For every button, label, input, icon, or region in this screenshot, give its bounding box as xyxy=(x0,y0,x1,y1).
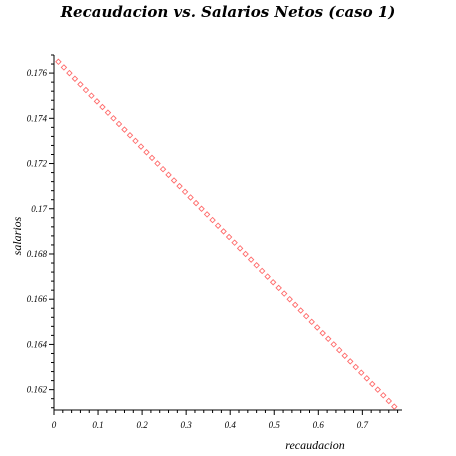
data-point xyxy=(369,380,376,388)
data-point xyxy=(264,273,271,280)
data-point xyxy=(93,98,101,105)
data-point xyxy=(82,86,90,94)
data-point xyxy=(385,397,393,405)
data-point xyxy=(115,120,123,128)
data-point xyxy=(280,290,288,297)
data-point xyxy=(313,324,321,331)
data-point xyxy=(214,222,222,229)
x-tick-label: 0.5 xyxy=(269,420,281,430)
data-point xyxy=(176,182,183,190)
y-axis-ticks: 0.162 0.164 0.166 0.168 0.17 0.172 0.174 0.176 xyxy=(27,54,54,409)
data-point xyxy=(391,403,398,410)
data-point xyxy=(187,194,194,201)
data-point xyxy=(104,109,112,116)
x-tick-label: 0.7 xyxy=(357,420,369,430)
x-tick-label: 0.2 xyxy=(136,420,148,430)
y-tick-label: 0.162 xyxy=(27,385,48,395)
data-point xyxy=(253,262,260,269)
data-point xyxy=(99,103,106,111)
y-tick-label: 0.176 xyxy=(27,68,48,78)
chart-title: Recaudacion vs. Salarios Netos (caso 1) xyxy=(60,3,396,21)
data-point xyxy=(170,177,178,184)
x-axis-label: recaudacion xyxy=(285,438,345,452)
data-point xyxy=(335,346,343,354)
y-tick-label: 0.172 xyxy=(27,159,48,169)
data-point xyxy=(231,239,238,246)
data-point xyxy=(154,160,161,167)
x-tick-label: 0.4 xyxy=(225,420,237,430)
data-point xyxy=(110,115,117,122)
x-tick-label: 0 xyxy=(52,420,57,430)
data-point xyxy=(126,132,134,139)
data-point xyxy=(71,75,79,82)
data-point xyxy=(55,58,62,66)
data-point xyxy=(192,199,200,207)
data-point xyxy=(220,228,227,235)
data-point xyxy=(374,386,382,393)
y-tick-label: 0.174 xyxy=(27,113,48,123)
data-point xyxy=(148,154,156,162)
data-point xyxy=(275,284,282,292)
x-tick-label: 0.1 xyxy=(92,420,103,430)
data-point xyxy=(132,137,139,145)
data-point xyxy=(121,126,128,133)
data-point xyxy=(286,295,293,303)
data-point xyxy=(297,307,304,314)
data-point xyxy=(159,165,167,173)
data-point xyxy=(165,171,172,179)
y-tick-label: 0.166 xyxy=(27,294,48,304)
data-point xyxy=(236,245,244,252)
data-point xyxy=(358,369,365,376)
data-point xyxy=(380,392,387,399)
data-point xyxy=(269,279,277,286)
data-point xyxy=(198,205,205,212)
data-point xyxy=(60,64,68,71)
data-point xyxy=(209,216,216,224)
y-tick-label: 0.168 xyxy=(27,249,48,259)
y-tick-label: 0.17 xyxy=(31,204,47,214)
x-tick-label: 0.6 xyxy=(313,420,325,430)
data-point xyxy=(363,375,370,382)
data-point xyxy=(302,312,310,320)
data-point xyxy=(143,148,150,156)
data-point xyxy=(77,81,84,88)
data-point xyxy=(88,92,95,99)
x-axis-ticks: 0 0.1 0.2 0.3 0.4 0.5 0.6 0.7 xyxy=(52,410,399,430)
data-point xyxy=(181,188,189,196)
y-axis-label: salarios xyxy=(10,216,24,255)
data-point xyxy=(203,211,211,218)
data-point xyxy=(137,143,145,150)
data-point xyxy=(352,363,359,371)
data-point xyxy=(225,233,233,241)
data-point xyxy=(324,335,332,343)
data-point xyxy=(330,341,337,348)
data-point xyxy=(242,250,249,258)
y-tick-label: 0.164 xyxy=(27,339,48,349)
axes xyxy=(53,55,402,411)
x-tick-label: 0.3 xyxy=(181,420,193,430)
data-points xyxy=(55,58,398,410)
data-point xyxy=(308,318,315,326)
data-point xyxy=(347,358,354,365)
data-point xyxy=(291,301,299,309)
data-point xyxy=(66,69,73,77)
data-point xyxy=(247,256,255,263)
data-point xyxy=(341,352,348,359)
data-point xyxy=(258,267,266,275)
data-point xyxy=(319,329,326,337)
